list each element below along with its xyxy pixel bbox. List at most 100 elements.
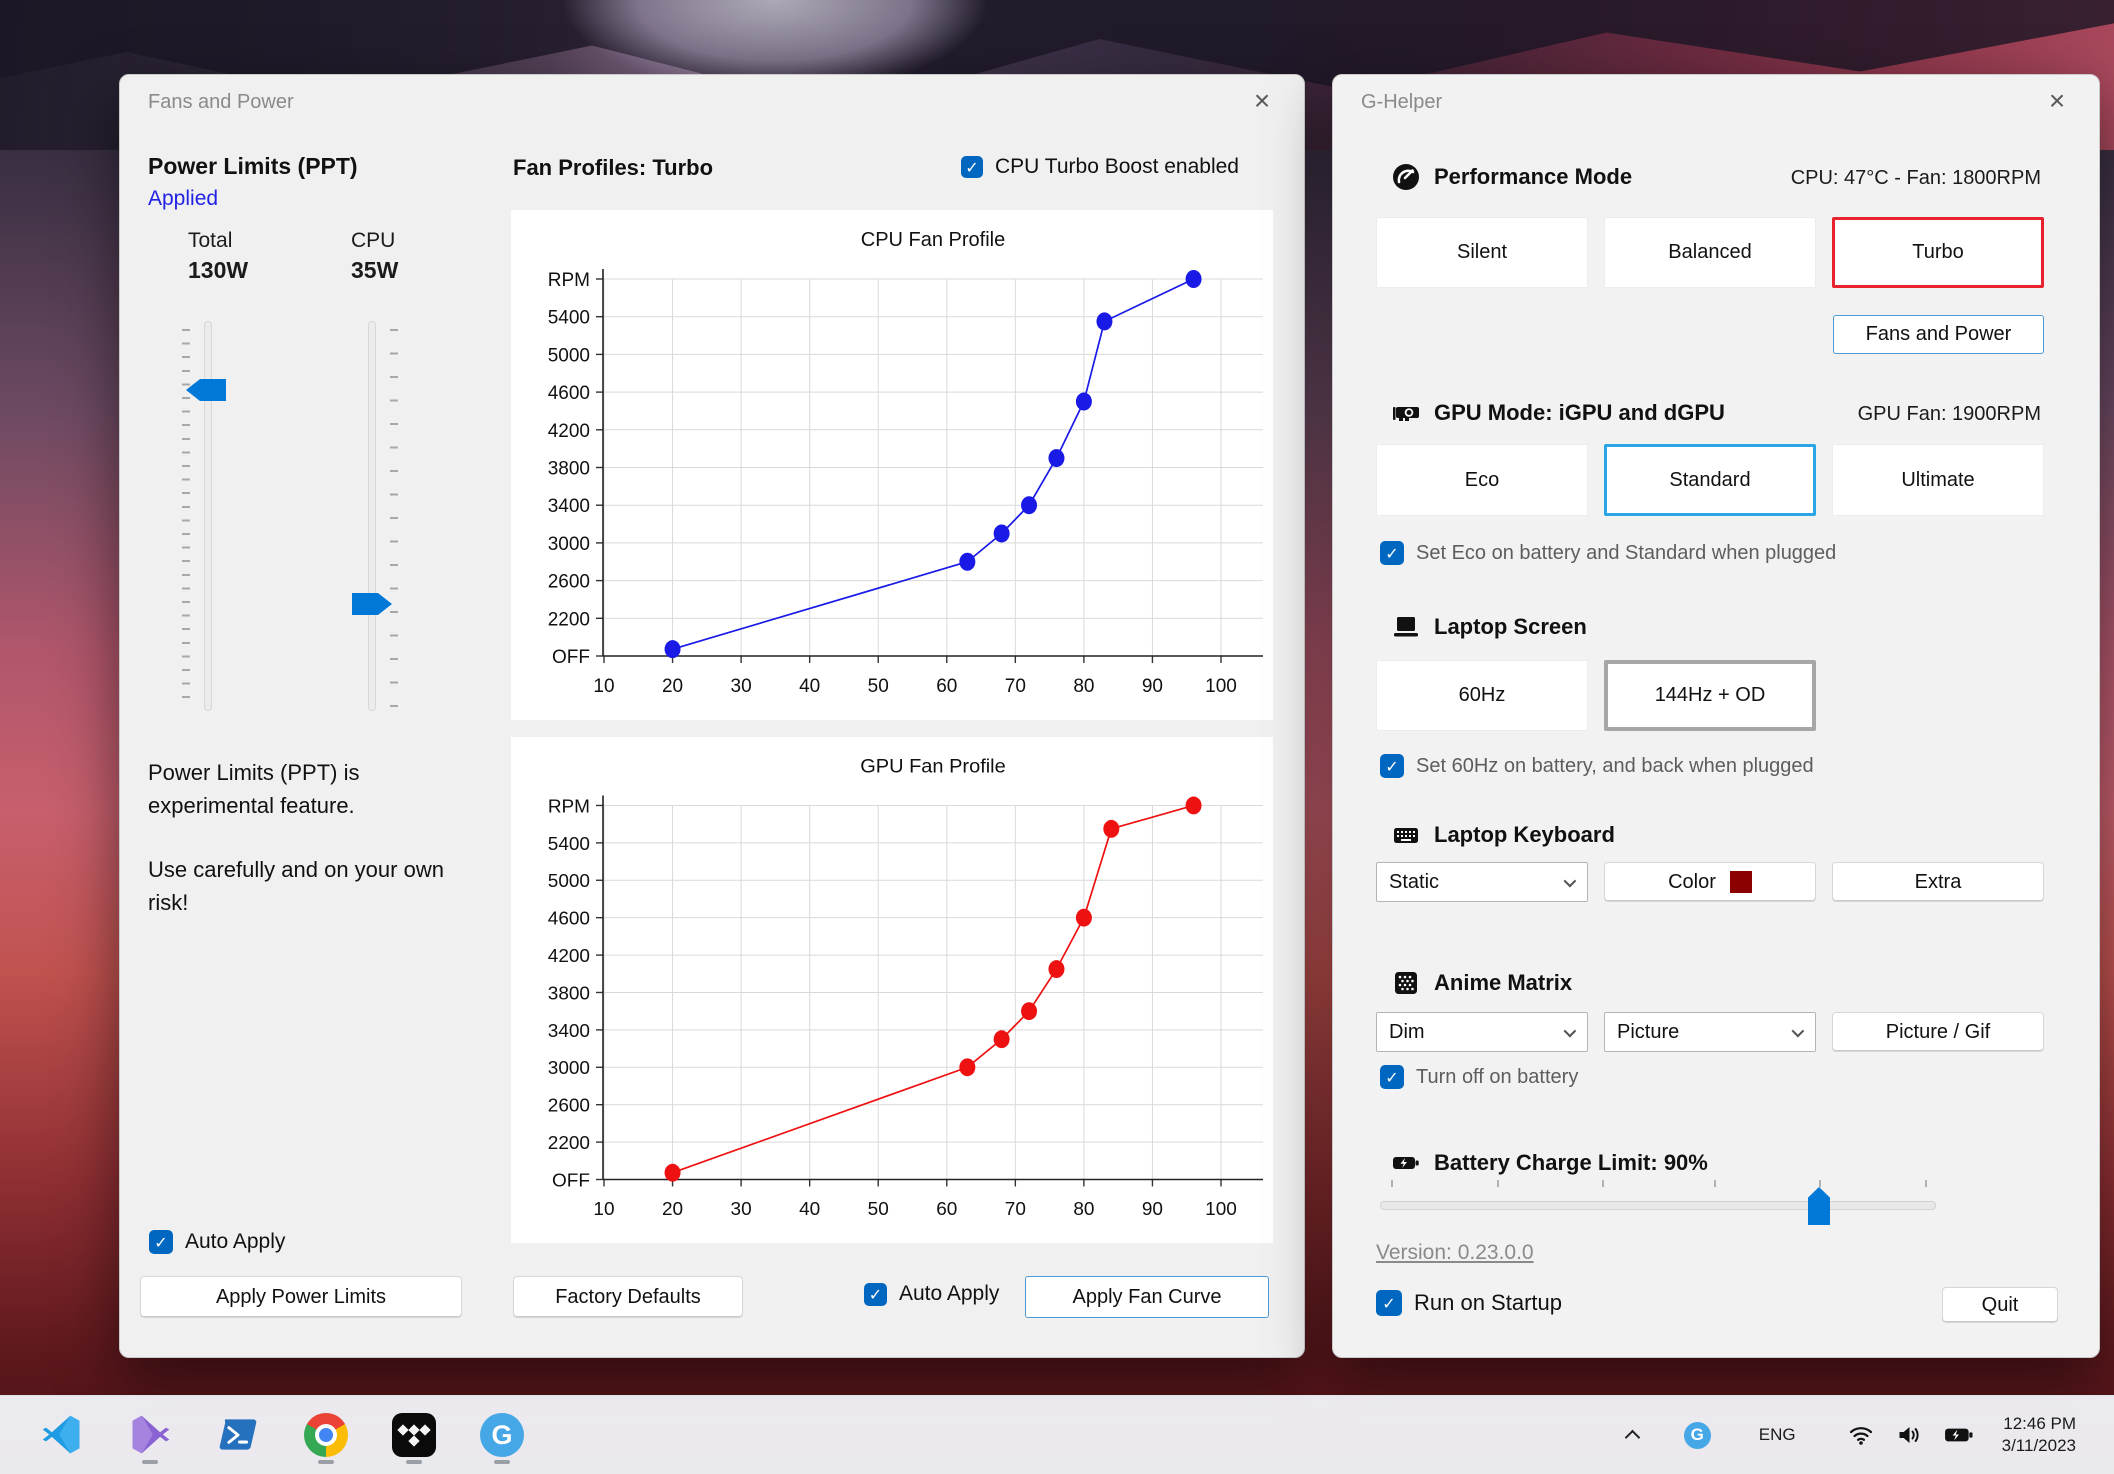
tray-overflow-chevron-icon[interactable] (1624, 1429, 1641, 1446)
taskbar-item-vscode[interactable] (38, 1403, 86, 1467)
wifi-icon[interactable] (1848, 1423, 1874, 1447)
screen-auto-checkbox[interactable] (1380, 754, 1404, 778)
apply-power-limits-button[interactable]: Apply Power Limits (140, 1276, 462, 1318)
power-limits-warning-1: Power Limits (PPT) is experimental featu… (148, 760, 360, 818)
vscode-icon (42, 1415, 80, 1454)
matrix-battery-checkbox[interactable] (1380, 1065, 1404, 1089)
cpu-slider-handle[interactable] (352, 593, 392, 615)
laptop-screen-title: Laptop Screen (1434, 614, 1587, 639)
matrix-brightness-value: Dim (1389, 1020, 1425, 1043)
svg-text:3800: 3800 (548, 983, 590, 1004)
fans-and-power-button[interactable]: Fans and Power (1833, 315, 2044, 354)
gpu-fan-profile-chart[interactable]: RPM 5400 5000 4600 4200 3800 3400 3000 2600 2200 O… (511, 737, 1273, 1243)
version-link[interactable]: Version: 0.23.0.0 (1376, 1241, 1534, 1264)
keyboard-mode-dropdown[interactable]: Static (1376, 862, 1588, 902)
running-indicator (318, 1460, 334, 1464)
svg-text:2200: 2200 (548, 1133, 590, 1154)
eco-mode-button[interactable]: Eco (1376, 444, 1588, 516)
tray-time: 12:46 PM (2003, 1414, 2076, 1433)
auto-apply-power-checkbox[interactable] (149, 1230, 173, 1254)
svg-text:5000: 5000 (548, 345, 590, 366)
turbo-mode-button[interactable]: Turbo (1832, 217, 2044, 288)
close-icon[interactable]: × (2048, 85, 2066, 116)
auto-apply-fan-label: Auto Apply (899, 1282, 1000, 1305)
running-indicator (142, 1460, 158, 1464)
ultimate-mode-button[interactable]: Ultimate (1832, 444, 2044, 516)
cpu-fan-profile-chart[interactable]: RPM 5400 5000 4600 4200 3800 3400 3000 2600 2200 O… (511, 210, 1273, 720)
standard-mode-button[interactable]: Standard (1604, 444, 1816, 516)
battery-slider-track[interactable] (1380, 1201, 1936, 1210)
auto-apply-power-label: Auto Apply (185, 1230, 286, 1253)
total-slider-track[interactable] (204, 321, 212, 711)
gpu-auto-checkbox[interactable] (1380, 541, 1404, 565)
svg-text:RPM: RPM (548, 270, 590, 291)
svg-text:OFF: OFF (552, 647, 590, 668)
total-value: 130W (188, 257, 249, 283)
turbo-boost-checkbox[interactable] (961, 156, 983, 178)
tray-g-helper-icon[interactable]: G (1683, 1421, 1711, 1449)
svg-text:3000: 3000 (548, 1058, 590, 1079)
taskbar-item-powershell[interactable] (214, 1403, 262, 1467)
total-label: Total (188, 229, 233, 252)
matrix-brightness-dropdown[interactable]: Dim (1376, 1012, 1588, 1052)
svg-text:4600: 4600 (548, 383, 590, 404)
taskbar-item-tidal[interactable] (390, 1403, 438, 1467)
svg-text:70: 70 (1005, 676, 1026, 697)
svg-text:2600: 2600 (548, 572, 590, 593)
svg-text:RPM: RPM (548, 796, 590, 817)
svg-text:70: 70 (1005, 1199, 1026, 1220)
cpu-slider-track[interactable] (368, 321, 376, 711)
run-on-startup-label: Run on Startup (1414, 1290, 1562, 1315)
svg-text:5000: 5000 (548, 871, 590, 892)
taskbar-items: G (0, 1403, 526, 1467)
gpu-mode-title: GPU Mode: iGPU and dGPU (1434, 400, 1725, 425)
factory-defaults-button[interactable]: Factory Defaults (513, 1276, 743, 1318)
silent-mode-button[interactable]: Silent (1376, 217, 1588, 288)
tidal-icon (392, 1413, 436, 1457)
screen-auto-label: Set 60Hz on battery, and back when plugg… (1416, 754, 1814, 777)
svg-text:80: 80 (1073, 1199, 1094, 1220)
tray-clock[interactable]: 12:46 PM 3/11/2023 (2002, 1413, 2076, 1457)
laptop-icon (1394, 617, 1418, 637)
taskbar: G G ENG (0, 1395, 2114, 1474)
battery-charging-icon[interactable] (1944, 1425, 1974, 1445)
chevron-down-icon (1563, 874, 1577, 887)
taskbar-item-g-helper[interactable]: G (478, 1403, 526, 1467)
svg-text:4600: 4600 (548, 909, 590, 930)
battery-slider-handle[interactable] (1808, 1187, 1830, 1225)
svg-text:50: 50 (868, 676, 889, 697)
matrix-mode-dropdown[interactable]: Picture (1604, 1012, 1816, 1052)
refresh-60hz-button[interactable]: 60Hz (1376, 660, 1588, 731)
anime-matrix-heading: Anime Matrix (1392, 969, 1572, 997)
apply-fan-curve-button[interactable]: Apply Fan Curve (1025, 1276, 1269, 1318)
auto-apply-fan-checkbox[interactable] (864, 1282, 887, 1306)
chevron-down-icon (1791, 1024, 1805, 1037)
svg-text:2200: 2200 (548, 609, 590, 630)
quit-button[interactable]: Quit (1942, 1287, 2058, 1323)
balanced-mode-button[interactable]: Balanced (1604, 217, 1816, 288)
window-title: G-Helper (1361, 91, 1443, 113)
close-icon[interactable]: × (1253, 85, 1271, 116)
run-on-startup-checkbox[interactable] (1376, 1290, 1402, 1316)
svg-text:3000: 3000 (548, 534, 590, 555)
gpu-card-icon (1393, 407, 1419, 421)
tray-language[interactable]: ENG (1758, 1425, 1796, 1444)
laptop-keyboard-heading: Laptop Keyboard (1392, 821, 1615, 849)
keyboard-controls: Static Color Extra (1376, 862, 2044, 902)
svg-text:20: 20 (662, 676, 683, 697)
svg-text:90: 90 (1142, 676, 1163, 697)
total-slider-handle[interactable] (186, 379, 226, 401)
svg-text:GPU Fan Profile: GPU Fan Profile (860, 756, 1006, 778)
keyboard-color-button[interactable]: Color (1604, 862, 1816, 902)
taskbar-item-visual-studio[interactable] (126, 1403, 174, 1467)
anime-matrix-title: Anime Matrix (1434, 970, 1573, 995)
picture-gif-button[interactable]: Picture / Gif (1832, 1012, 2044, 1052)
svg-text:60: 60 (936, 1199, 957, 1220)
speaker-icon[interactable] (1896, 1423, 1922, 1447)
keyboard-extra-button[interactable]: Extra (1832, 862, 2044, 902)
taskbar-item-chrome[interactable] (302, 1403, 350, 1467)
gpu-fan-status: GPU Fan: 1900RPM (1857, 403, 2041, 425)
svg-text:80: 80 (1073, 676, 1094, 697)
refresh-144hz-button[interactable]: 144Hz + OD (1604, 660, 1816, 731)
